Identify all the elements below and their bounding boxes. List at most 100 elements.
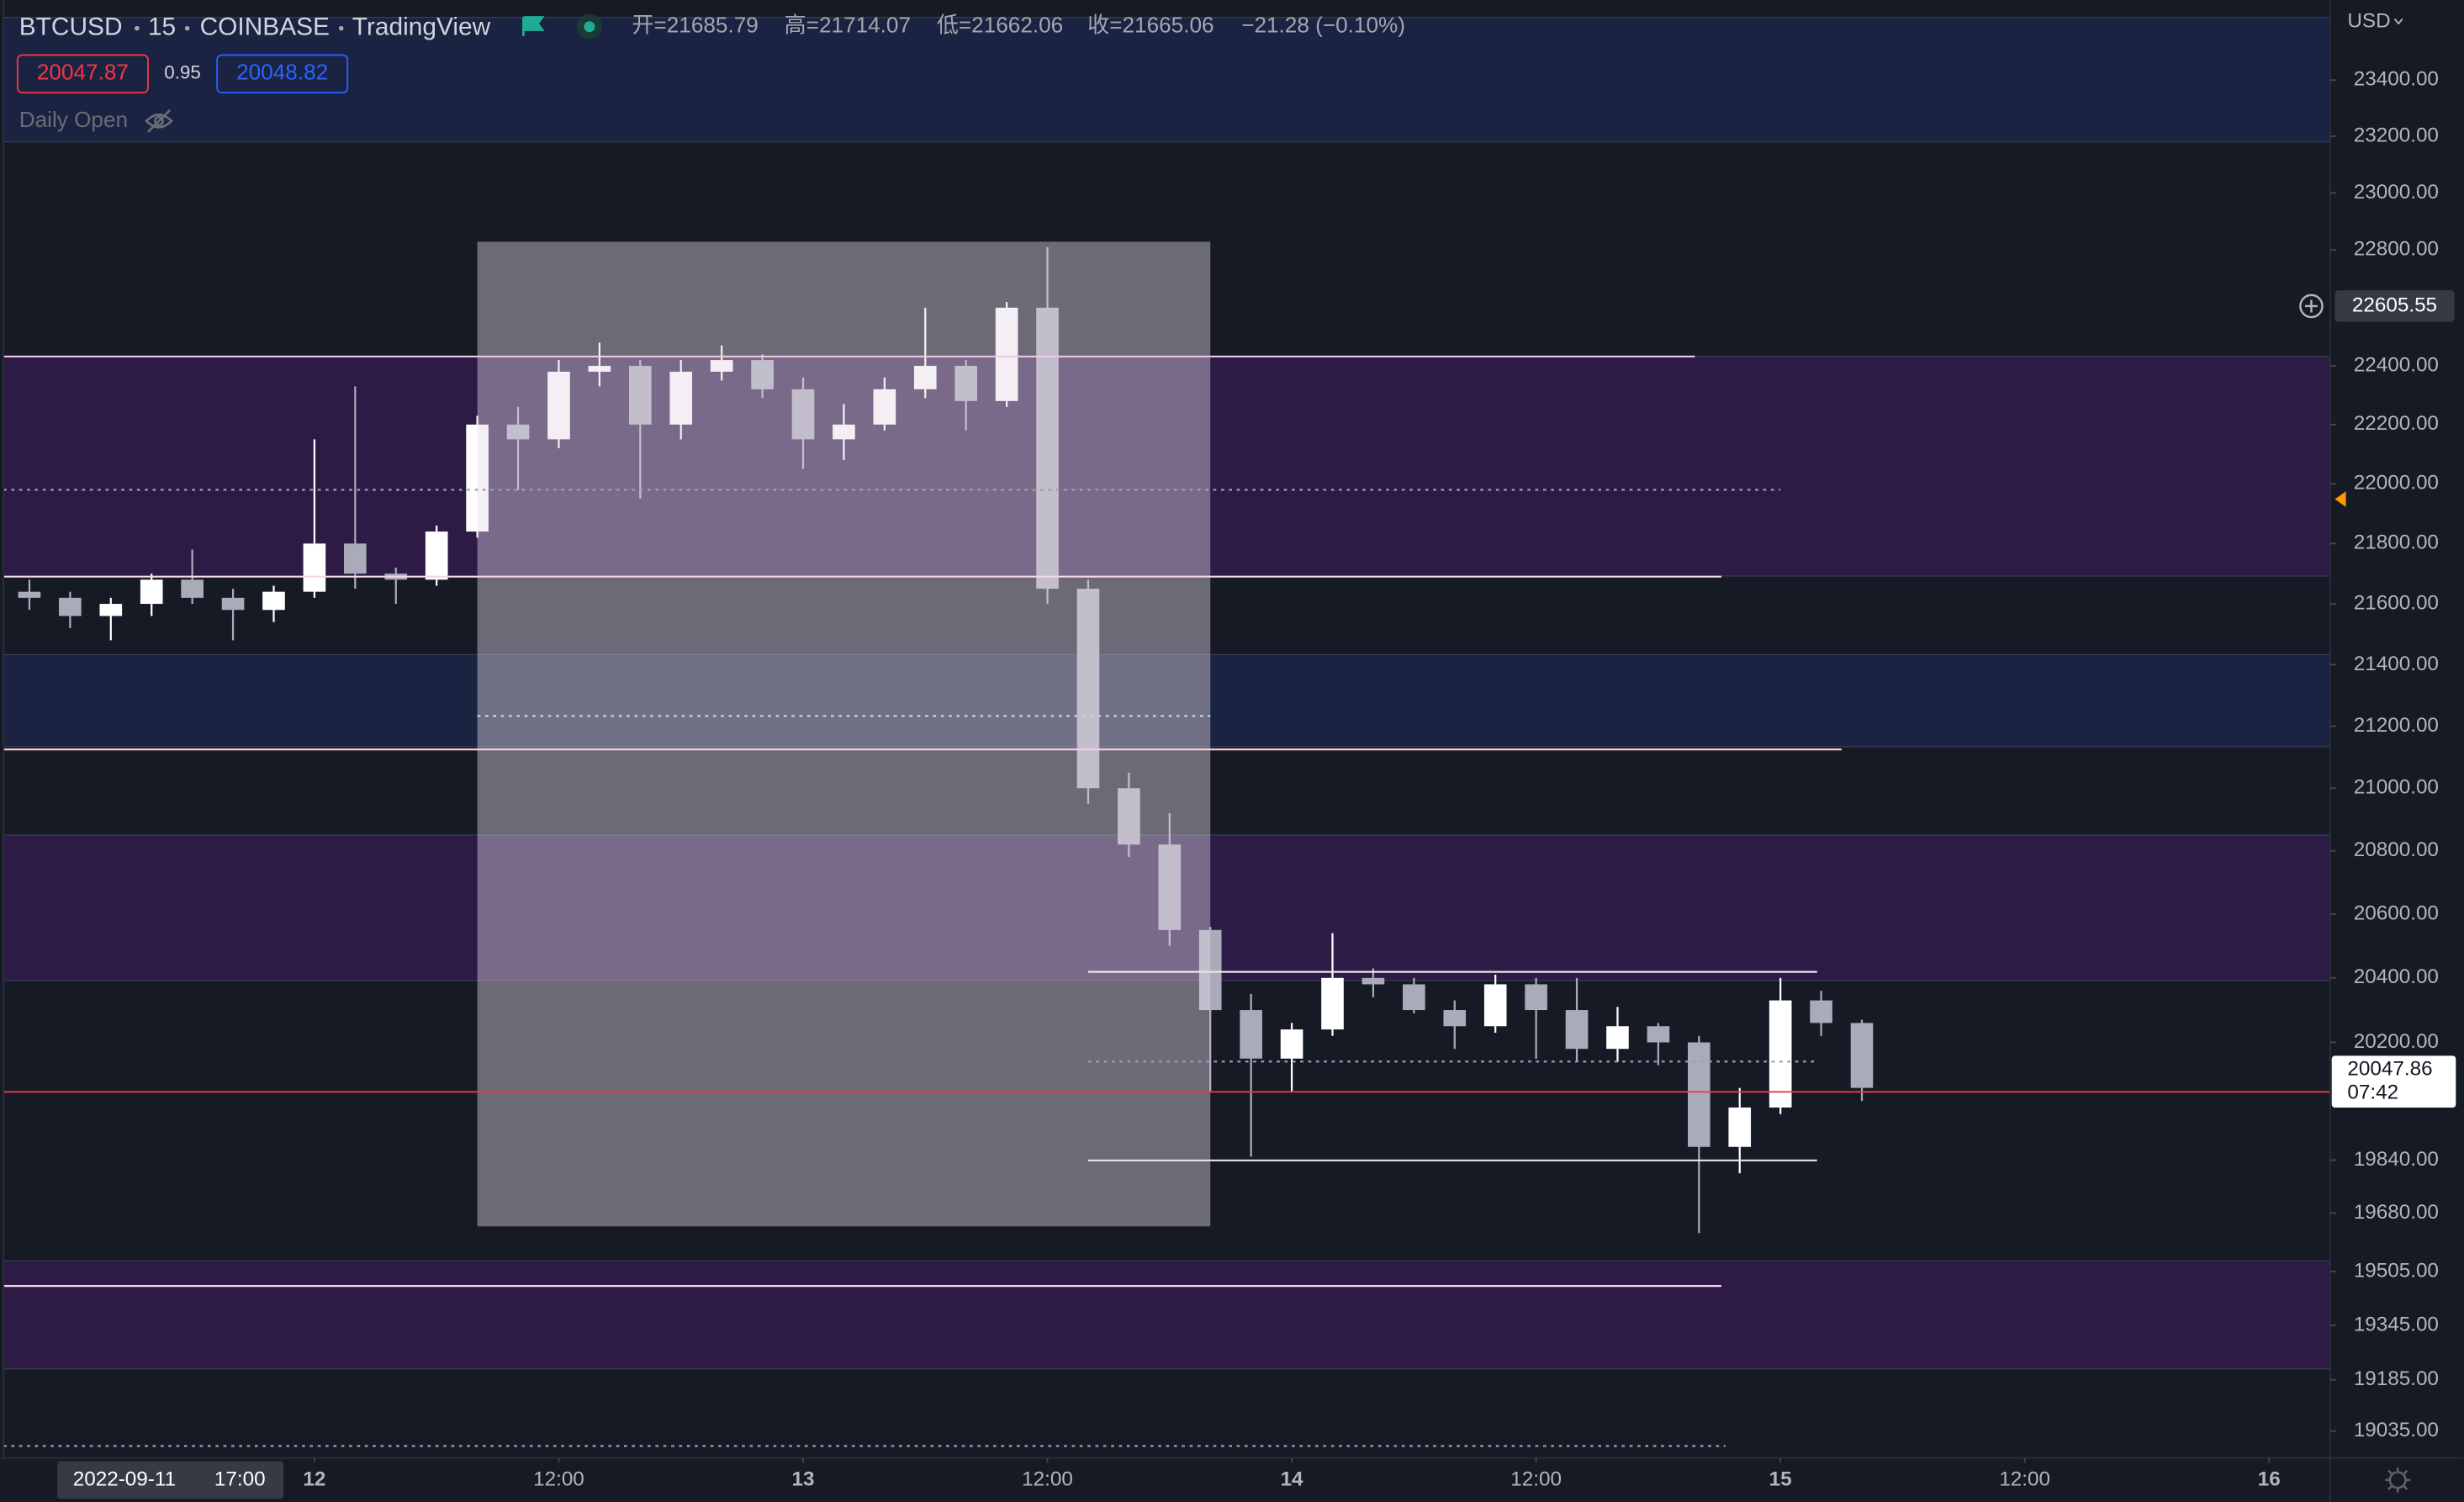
plot-area (3, 17, 2331, 1447)
candle-body (547, 371, 570, 440)
slash (147, 108, 172, 133)
candle-body (588, 366, 611, 372)
y-tick-label: 22200.00 (2354, 412, 2439, 435)
last-price-label: 20047.86 (2347, 1058, 2432, 1081)
y-tick-label: 23200.00 (2354, 124, 2439, 146)
candle-body (1240, 1010, 1262, 1059)
candle-body (1321, 977, 1344, 1030)
add-alert-plus (2304, 299, 2318, 313)
candle-body (1362, 977, 1385, 985)
buy-button[interactable] (216, 54, 349, 94)
candle-body (1118, 788, 1140, 845)
candle-body (1728, 1107, 1752, 1147)
candle-body (1036, 307, 1059, 590)
symbol[interactable]: BTCUSD (19, 13, 123, 41)
y-tick-label: 20600.00 (2354, 902, 2439, 924)
candle-body (1443, 1010, 1467, 1027)
sell-price[interactable]: 20047.87 (37, 60, 129, 85)
candle-body (1403, 984, 1425, 1011)
candle-body (1606, 1026, 1629, 1050)
y-tick-label: 21200.00 (2354, 714, 2439, 737)
exchange: COINBASE (200, 13, 330, 41)
candle-body (873, 389, 896, 425)
y-tick-label: 22400.00 (2354, 353, 2439, 376)
candle-body (669, 371, 693, 425)
sell-button[interactable] (16, 54, 149, 94)
last-price-tag (2331, 1055, 2456, 1108)
flag-icon[interactable] (522, 16, 545, 36)
y-tick-label: 20400.00 (2354, 965, 2439, 988)
candle-body (344, 543, 367, 574)
buy-price[interactable]: 20048.82 (236, 60, 328, 85)
zone (3, 1260, 2331, 1370)
candle-body (18, 591, 41, 598)
candle-body (466, 424, 489, 532)
candle-body (995, 307, 1018, 401)
ohlc-change: −21.28 (−0.10%) (1241, 13, 1405, 38)
currency[interactable]: USD (2347, 10, 2390, 33)
overlay: BTCUSD 15 COINBASE TradingView 开=21685.7… (16, 10, 2456, 1499)
crosshair-time-tag (57, 1461, 284, 1499)
source: TradingView (352, 13, 491, 41)
crosshair-date: 2022-09-11 (73, 1468, 176, 1490)
separator (184, 25, 190, 31)
y-tick-label: 19505.00 (2354, 1259, 2439, 1282)
add-alert-icon[interactable] (2299, 294, 2324, 319)
candle-body (710, 360, 733, 372)
pupil (154, 115, 164, 126)
y-tick-label: 21800.00 (2354, 532, 2439, 554)
interval[interactable]: 15 (148, 13, 176, 41)
y-tick-label: 23000.00 (2354, 181, 2439, 204)
candle-body (1647, 1026, 1670, 1043)
candle-body (59, 597, 82, 616)
x-tick-label: 12:00 (1510, 1468, 1562, 1490)
x-tick-label: 12:00 (533, 1468, 584, 1490)
candle-body (262, 591, 285, 611)
y-tick-label: 21400.00 (2354, 653, 2439, 675)
zone (3, 653, 2331, 748)
candle-body (1483, 984, 1507, 1027)
y-tick-label: 19680.00 (2354, 1201, 2439, 1224)
y-tick-label: 23400.00 (2354, 68, 2439, 91)
y-tick-label: 19345.00 (2354, 1313, 2439, 1335)
countdown-label: 07:42 (2347, 1082, 2398, 1104)
candle-body (954, 366, 978, 401)
y-tick-label: 19035.00 (2354, 1419, 2439, 1441)
separator (338, 25, 344, 31)
candle-body (425, 532, 448, 580)
candle-body (1198, 929, 1222, 1011)
ohlc-open: 开=21685.79 (632, 13, 758, 38)
y-tick-label: 20800.00 (2354, 838, 2439, 861)
y-tick-label: 22800.00 (2354, 238, 2439, 261)
x-tick-label: 12:00 (1999, 1468, 2050, 1490)
crosshair-time: 17:00 (214, 1468, 266, 1490)
settings-icon[interactable] (2385, 1467, 2411, 1493)
x-tick-label: 13 (791, 1468, 814, 1490)
candle-body (1280, 1029, 1303, 1059)
indicator-label[interactable]: Daily Open (19, 107, 128, 132)
level-marker (2334, 491, 2346, 507)
candle-body (1850, 1023, 1874, 1088)
candle-body (1525, 984, 1547, 1011)
candle-body (1158, 844, 1182, 930)
x-tick-label: 12 (303, 1468, 325, 1490)
currency-caret (2393, 18, 2403, 25)
x-tick-label: 12:00 (1022, 1468, 1073, 1490)
spread: 0.95 (164, 62, 201, 83)
candle-body (1565, 1010, 1589, 1050)
candle-body (913, 366, 937, 389)
candle-body (221, 597, 245, 611)
candle-body (303, 543, 326, 592)
candle-body (833, 424, 855, 440)
candle-body (181, 579, 204, 598)
x-tick-label: 14 (1281, 1468, 1303, 1490)
candle-body (1076, 589, 1100, 789)
candle-body (791, 389, 815, 440)
hidden-icon[interactable] (145, 108, 173, 133)
x-tick-label: 16 (2258, 1468, 2281, 1490)
range-box (477, 241, 1211, 1227)
y-tick-label: 19840.00 (2354, 1148, 2439, 1171)
